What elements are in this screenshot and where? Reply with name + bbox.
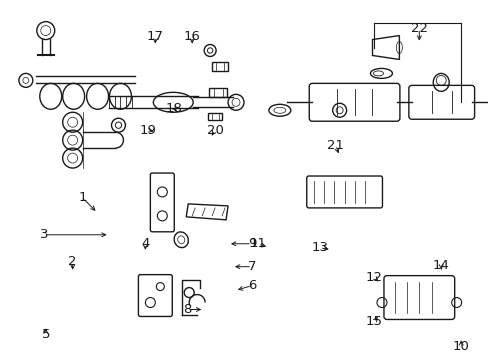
Text: 10: 10	[452, 340, 468, 353]
Text: 1: 1	[78, 192, 87, 204]
Text: 21: 21	[326, 139, 344, 152]
Bar	[212, 62, 227, 71]
Text: 20: 20	[206, 124, 223, 137]
Text: 5: 5	[41, 328, 50, 341]
Text: 16: 16	[183, 30, 200, 43]
Text: 13: 13	[310, 241, 327, 254]
Text: 18: 18	[165, 102, 183, 115]
Bar	[208, 113, 222, 120]
Text: 3: 3	[40, 228, 48, 241]
Text: 15: 15	[365, 315, 382, 328]
Text: 8: 8	[183, 303, 191, 316]
Text: 7: 7	[247, 260, 256, 273]
Text: 4: 4	[141, 237, 149, 250]
Text: 22: 22	[410, 22, 427, 35]
Text: 2: 2	[68, 255, 77, 268]
Text: 12: 12	[365, 271, 382, 284]
Bar	[209, 88, 226, 97]
Text: 19: 19	[140, 124, 157, 137]
Text: 14: 14	[432, 259, 449, 272]
Text: 11: 11	[249, 237, 266, 250]
Text: 17: 17	[146, 30, 163, 43]
Text: 6: 6	[247, 279, 256, 292]
Text: 9: 9	[247, 237, 256, 250]
